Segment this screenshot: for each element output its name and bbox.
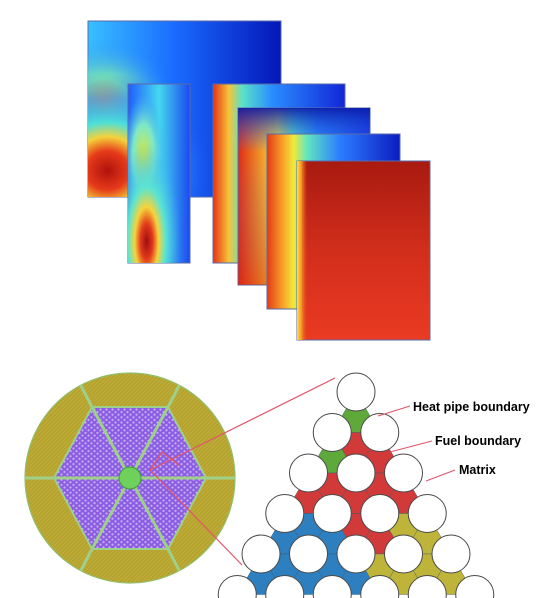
heat-pipe-hole — [384, 453, 423, 493]
fuel-hole — [289, 534, 328, 574]
heat-pipe-hole — [336, 372, 376, 412]
fuel-hole — [431, 534, 471, 574]
fuel-hole — [265, 575, 305, 598]
fuel-hole — [360, 575, 400, 598]
fuel-hole — [265, 494, 305, 533]
callout-lines — [377, 405, 456, 482]
fuel-hole — [360, 494, 400, 533]
fuel-hole — [312, 575, 352, 598]
slice-2 — [127, 83, 191, 264]
fuel-hole — [217, 575, 257, 598]
fuel-hole — [384, 534, 423, 574]
heat-pipe-hole — [289, 453, 328, 493]
central-heat-pipe — [118, 466, 142, 490]
fuel-hole — [407, 575, 447, 598]
fuel-hole — [336, 453, 376, 493]
matrix-label: Matrix — [459, 463, 496, 477]
fuel-hole — [241, 534, 281, 574]
fuel-hole — [312, 494, 352, 533]
heat-pipe-hole — [360, 413, 400, 452]
fuel-hole — [336, 534, 376, 574]
slice-6 — [296, 160, 431, 341]
slice-stack — [87, 20, 431, 341]
fuel-boundary-label: Fuel boundary — [435, 434, 521, 448]
unit-cell-detail — [217, 372, 495, 598]
fuel-hole — [455, 575, 495, 598]
reactor-cross-section — [24, 372, 236, 584]
fuel-hole — [407, 494, 447, 533]
heat-pipe-hole — [312, 413, 352, 452]
heat-pipe-boundary-label: Heat pipe boundary — [413, 400, 530, 414]
zoom-lines — [149, 377, 336, 566]
